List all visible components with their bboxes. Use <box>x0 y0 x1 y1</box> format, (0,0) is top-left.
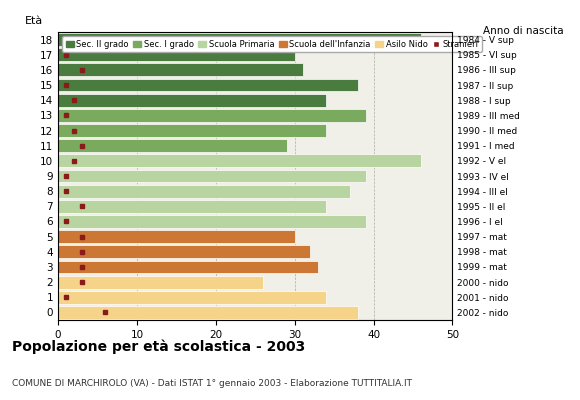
Text: Popolazione per età scolastica - 2003: Popolazione per età scolastica - 2003 <box>12 340 305 354</box>
Legend: Sec. II grado, Sec. I grado, Scuola Primaria, Scuola dell'Infanzia, Asilo Nido, : Sec. II grado, Sec. I grado, Scuola Prim… <box>62 36 482 52</box>
Bar <box>58 276 263 288</box>
Bar <box>58 139 287 152</box>
Bar <box>58 245 310 258</box>
Bar <box>58 306 358 319</box>
Bar <box>58 48 295 61</box>
Bar <box>58 33 421 46</box>
Bar <box>58 185 350 198</box>
Bar <box>58 260 318 273</box>
Y-axis label: Anno di nascita: Anno di nascita <box>483 26 564 36</box>
Text: COMUNE DI MARCHIROLO (VA) - Dati ISTAT 1° gennaio 2003 - Elaborazione TUTTITALIA: COMUNE DI MARCHIROLO (VA) - Dati ISTAT 1… <box>12 379 412 388</box>
Bar <box>58 215 365 228</box>
Bar <box>58 291 326 304</box>
Bar <box>58 170 365 182</box>
Bar <box>58 124 326 137</box>
Bar <box>58 200 326 213</box>
Bar <box>58 94 326 107</box>
Bar <box>58 154 421 167</box>
Bar <box>58 64 303 76</box>
Bar <box>58 79 358 92</box>
Bar <box>58 230 295 243</box>
Bar <box>58 109 365 122</box>
Y-axis label: Età: Età <box>25 16 44 26</box>
